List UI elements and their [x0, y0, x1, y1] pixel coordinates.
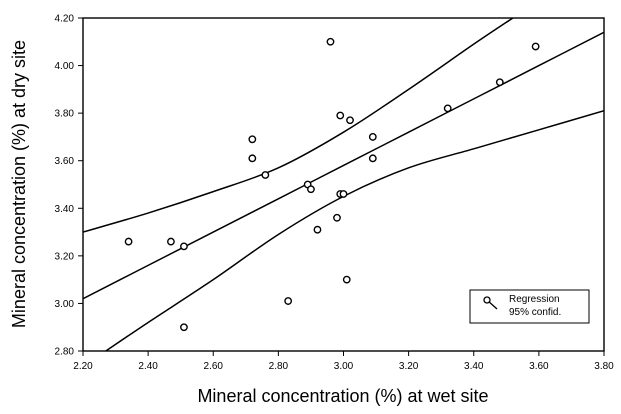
data-point — [167, 237, 175, 246]
data-point — [313, 225, 322, 234]
y-tick-label: 3.00 — [55, 299, 75, 310]
legend-entry-regression: Regression — [509, 294, 560, 305]
x-tick-label: 2.20 — [73, 361, 93, 372]
data-point — [342, 275, 351, 284]
y-tick-label: 3.20 — [55, 251, 75, 262]
data-point — [180, 323, 188, 332]
legend: Regression 95% confid. — [469, 289, 590, 324]
data-point — [307, 185, 315, 194]
data-point — [261, 171, 270, 179]
legend-box — [469, 289, 590, 324]
x-tick-label: 2.60 — [204, 361, 224, 372]
x-tick-label: 3.60 — [529, 361, 549, 372]
data-point — [326, 37, 335, 46]
y-axis-title: Mineral concentration (%) at dry site — [9, 40, 29, 328]
data-point — [346, 116, 354, 125]
confidence-band-upper — [83, 18, 514, 233]
data-point — [531, 42, 540, 51]
data-point — [495, 78, 504, 87]
x-tick-label: 3.40 — [464, 361, 484, 372]
y-tick-label: 3.60 — [55, 156, 75, 167]
x-tick-label: 3.20 — [399, 361, 419, 372]
legend-entry-confidence: 95% confid. — [509, 307, 561, 318]
data-point — [124, 237, 133, 246]
x-axis: 2.20 2.40 2.60 2.80 3.00 3.20 3.40 3.60 3.80 — [73, 351, 614, 372]
data-point — [248, 154, 257, 163]
data-point — [180, 242, 188, 251]
regression-line — [83, 31, 604, 300]
legend-marker-swatch — [483, 296, 491, 304]
data-point — [284, 297, 293, 305]
x-tick-label: 3.80 — [594, 361, 614, 372]
y-tick-label: 4.00 — [55, 61, 75, 72]
y-tick-label: 2.80 — [55, 347, 75, 358]
x-tick-label: 2.40 — [138, 361, 158, 372]
data-point — [333, 213, 341, 222]
data-point — [339, 190, 348, 198]
y-tick-label: 3.80 — [55, 109, 75, 120]
data-point — [443, 104, 452, 113]
y-tick-label: 3.40 — [55, 204, 75, 215]
x-axis-title: Mineral concentration (%) at wet site — [197, 386, 488, 406]
y-axis: 2.80 3.00 3.20 3.40 3.60 3.80 4.00 4.20 — [55, 14, 83, 358]
y-tick-label: 4.20 — [55, 14, 75, 25]
data-point — [248, 135, 257, 144]
data-point — [368, 133, 377, 141]
x-tick-label: 3.00 — [334, 361, 354, 372]
data-point — [368, 154, 377, 163]
plot-content — [83, 18, 604, 351]
x-tick-label: 2.80 — [269, 361, 289, 372]
data-point — [336, 111, 345, 120]
